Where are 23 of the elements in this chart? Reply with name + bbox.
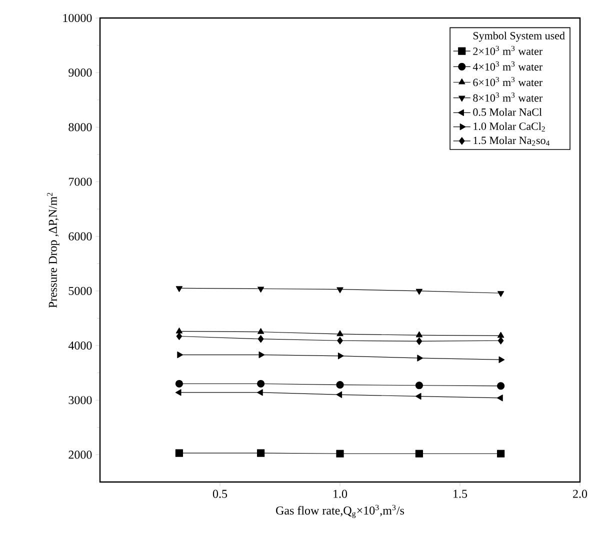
x-axis-title: Gas flow rate,Q$_{g}$×10$^{3}$,m$^{3}$/s bbox=[276, 504, 404, 518]
legend-title: Symbol System used bbox=[473, 32, 565, 42]
legend-label: 1.5 Molar Na$_{2}$so$_{4}$ bbox=[474, 136, 550, 146]
x-tick-label: 1.5 bbox=[454, 490, 468, 498]
x-tick-label: 0.5 bbox=[212, 490, 228, 498]
legend-label: 6×10$^{3}$ m$^{3}$ water bbox=[473, 76, 542, 86]
y-tick-label: 5000 bbox=[68, 286, 92, 295]
legend-label: 2×10$^{3}$ m$^{3}$ water bbox=[473, 46, 542, 56]
x-tick-label: 2.0 bbox=[573, 490, 588, 498]
y-tick-label: 6000 bbox=[68, 232, 92, 240]
y-tick-label: 3000 bbox=[68, 396, 92, 404]
y-tick-label: 10000 bbox=[63, 14, 92, 22]
y-tick-label: 9000 bbox=[68, 68, 92, 77]
y-tick-label: 7000 bbox=[68, 178, 92, 186]
legend-label: 8×10$^{3}$ m$^{3}$ water bbox=[473, 92, 542, 102]
y-axis-title: Pressure Drop ,ΔP,N/m$^{2}$ bbox=[47, 192, 60, 308]
legend-label: 4×10$^{3}$ m$^{3}$ water bbox=[472, 61, 542, 71]
legend-label: 0.5 Molar NaCl bbox=[473, 108, 542, 116]
x-tick-label: 1.0 bbox=[334, 490, 348, 498]
y-tick-label: 2000 bbox=[68, 450, 92, 459]
legend-label: 1.0 Molar CaCl$_{2}$ bbox=[474, 122, 545, 132]
y-tick-label: 4000 bbox=[68, 341, 92, 350]
y-tick-label: 8000 bbox=[68, 123, 92, 132]
